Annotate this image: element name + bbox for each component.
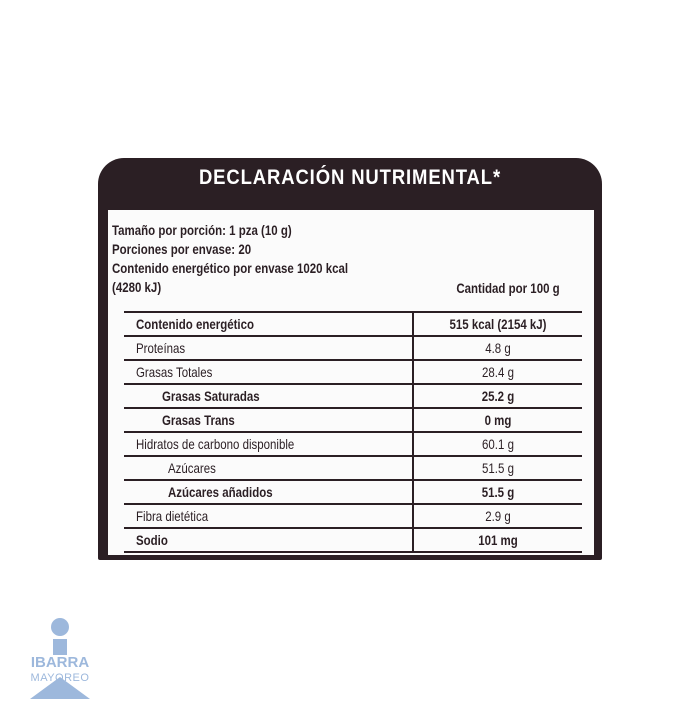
table-row: Contenido energético 515 kcal (2154 kJ) xyxy=(124,313,582,337)
table-row: Azúcares 51.5 g xyxy=(124,457,582,481)
nutrient-name: Proteínas xyxy=(136,340,186,356)
column-divider xyxy=(412,505,414,529)
label-body: Tamaño por porción: 1 pza (10 g) Porcion… xyxy=(108,210,594,555)
column-divider xyxy=(412,337,414,361)
nutrient-value: 2.9 g xyxy=(485,508,511,524)
nutrient-name: Contenido energético xyxy=(136,316,255,332)
column-divider xyxy=(412,409,414,433)
label-title: DECLARACIÓN NUTRIMENTAL* xyxy=(198,166,502,189)
logo-icon xyxy=(30,618,90,699)
nutrient-value: 60.1 g xyxy=(482,436,514,452)
nutrient-value: 0 mg xyxy=(484,412,512,428)
column-header: Cantidad por 100 g xyxy=(456,280,560,296)
table-row: Hidratos de carbono disponible 60.1 g xyxy=(124,433,582,457)
nutrient-value: 51.5 g xyxy=(481,484,515,500)
column-divider xyxy=(412,313,414,337)
nutrient-value: 101 mg xyxy=(478,532,518,548)
table-row: Proteínas 4.8 g xyxy=(124,337,582,361)
table-row: Grasas Trans 0 mg xyxy=(124,409,582,433)
column-divider xyxy=(412,529,414,553)
nutrient-name: Azúcares añadidos xyxy=(168,484,273,500)
table-row: Fibra dietética 2.9 g xyxy=(124,505,582,529)
nutrient-name: Grasas Totales xyxy=(136,364,213,380)
table-row: Sodio 101 mg xyxy=(124,529,582,553)
column-divider xyxy=(412,457,414,481)
nutrient-name: Sodio xyxy=(136,532,168,548)
nutrient-value: 515 kcal (2154 kJ) xyxy=(449,316,547,332)
nutrient-name: Azúcares xyxy=(168,460,216,476)
nutrient-value: 28.4 g xyxy=(482,364,514,380)
logo-tagline: MAYOREO xyxy=(30,672,90,684)
table-row: Grasas Saturadas 25.2 g xyxy=(124,385,582,409)
column-divider xyxy=(412,481,414,505)
nutrient-value: 4.8 g xyxy=(485,340,511,356)
nutrition-table: Contenido energético 515 kcal (2154 kJ) Pr… xyxy=(124,311,582,553)
nutrient-value: 51.5 g xyxy=(482,460,514,476)
column-divider xyxy=(412,385,414,409)
column-divider xyxy=(412,433,414,457)
column-divider xyxy=(412,361,414,385)
info-line: (4280 kJ) xyxy=(112,279,162,295)
nutrient-name: Hidratos de carbono disponible xyxy=(136,436,295,452)
nutrition-label: DECLARACIÓN NUTRIMENTAL* Tamaño por porc… xyxy=(98,158,602,560)
nutrient-name: Fibra dietética xyxy=(136,508,209,524)
nutrient-name: Grasas Saturadas xyxy=(162,388,260,404)
nutrient-value: 25.2 g xyxy=(481,388,515,404)
nutrient-name: Grasas Trans xyxy=(162,412,235,428)
info-line: Tamaño por porción: 1 pza (10 g) xyxy=(112,222,292,238)
table-row: Grasas Totales 28.4 g xyxy=(124,361,582,385)
logo-name: IBARRA xyxy=(30,654,90,671)
info-line: Porciones por envase: 20 xyxy=(112,241,252,257)
info-line: Contenido energético por envase 1020 kca… xyxy=(112,260,349,276)
table-row: Azúcares añadidos 51.5 g xyxy=(124,481,582,505)
